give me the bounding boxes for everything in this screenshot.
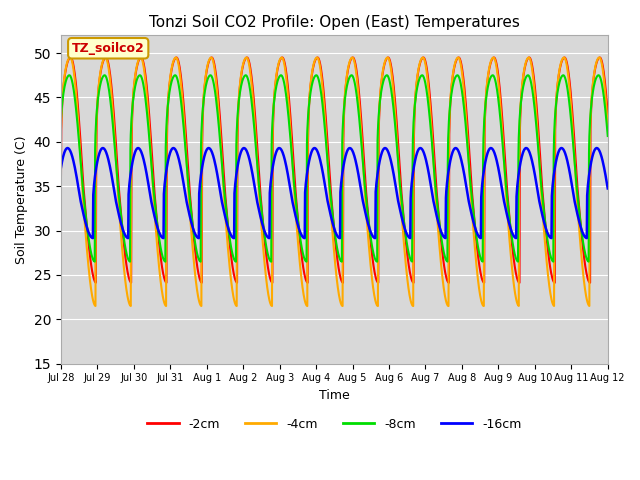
- Title: Tonzi Soil CO2 Profile: Open (East) Temperatures: Tonzi Soil CO2 Profile: Open (East) Temp…: [149, 15, 520, 30]
- Text: TZ_soilco2: TZ_soilco2: [72, 42, 145, 55]
- Legend: -2cm, -4cm, -8cm, -16cm: -2cm, -4cm, -8cm, -16cm: [142, 413, 526, 436]
- Y-axis label: Soil Temperature (C): Soil Temperature (C): [15, 135, 28, 264]
- X-axis label: Time: Time: [319, 389, 349, 402]
